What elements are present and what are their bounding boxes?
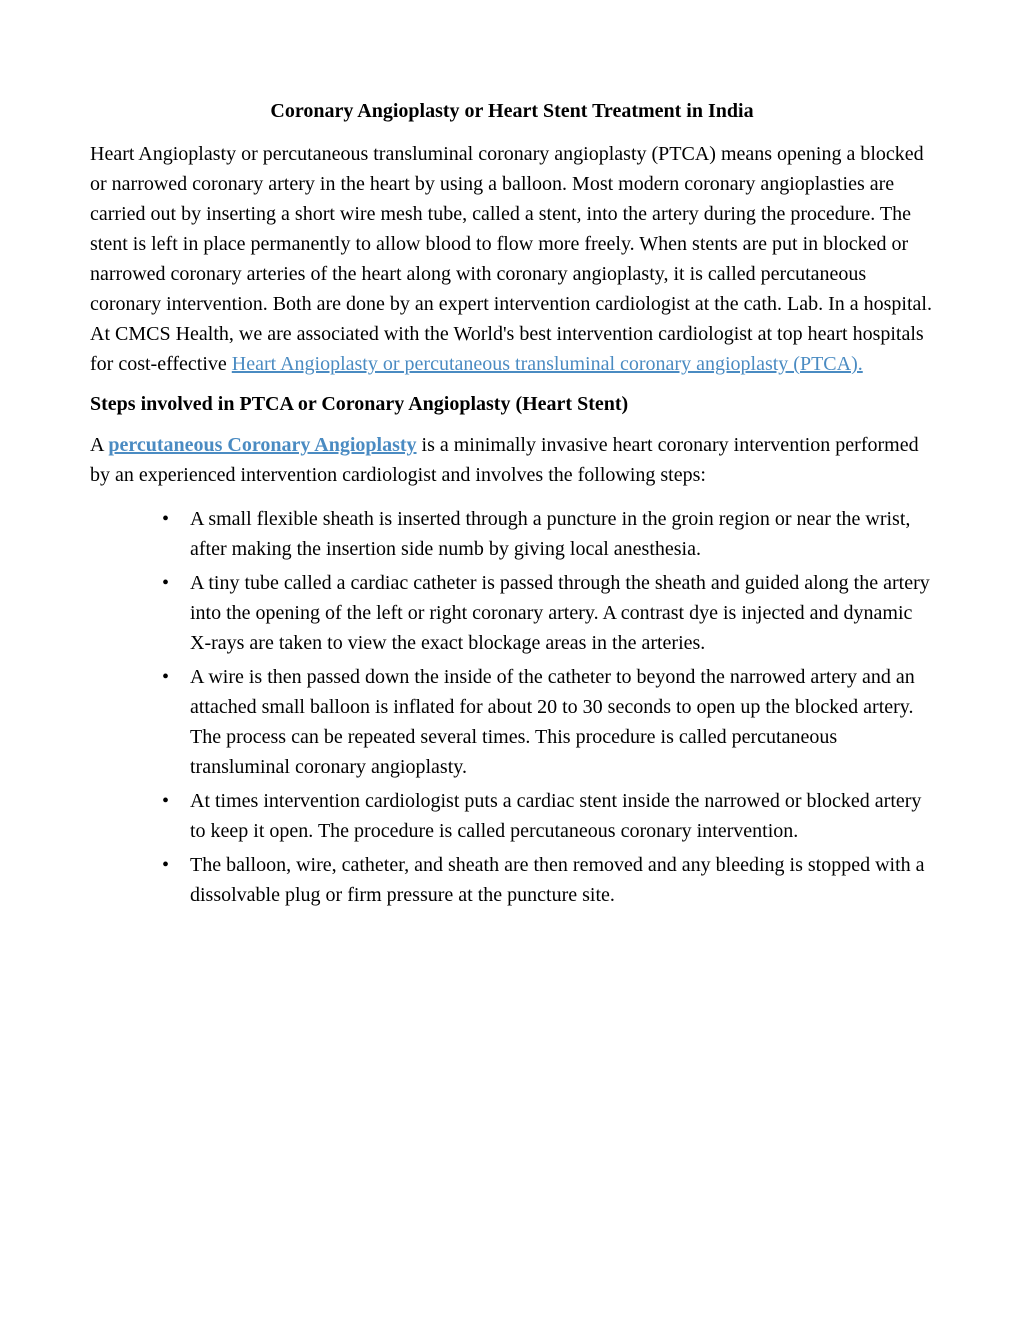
angioplasty-link[interactable]: percutaneous Coronary Angioplasty: [108, 434, 416, 456]
list-item: A tiny tube called a cardiac catheter is…: [190, 568, 934, 658]
list-item: At times intervention cardiologist puts …: [190, 786, 934, 846]
list-item: The balloon, wire, catheter, and sheath …: [190, 850, 934, 910]
ptca-link[interactable]: Heart Angioplasty or percutaneous transl…: [232, 353, 863, 375]
intro-text: Heart Angioplasty or percutaneous transl…: [90, 143, 932, 375]
list-item: A small flexible sheath is inserted thro…: [190, 504, 934, 564]
intro-paragraph: Heart Angioplasty or percutaneous transl…: [90, 139, 934, 379]
steps-intro-paragraph: A percutaneous Coronary Angioplasty is a…: [90, 430, 934, 490]
steps-heading: Steps involved in PTCA or Coronary Angio…: [90, 393, 934, 416]
list-item: A wire is then passed down the inside of…: [190, 662, 934, 782]
steps-list: A small flexible sheath is inserted thro…: [90, 504, 934, 910]
steps-intro-pre: A: [90, 434, 108, 456]
document-title: Coronary Angioplasty or Heart Stent Trea…: [90, 100, 934, 123]
